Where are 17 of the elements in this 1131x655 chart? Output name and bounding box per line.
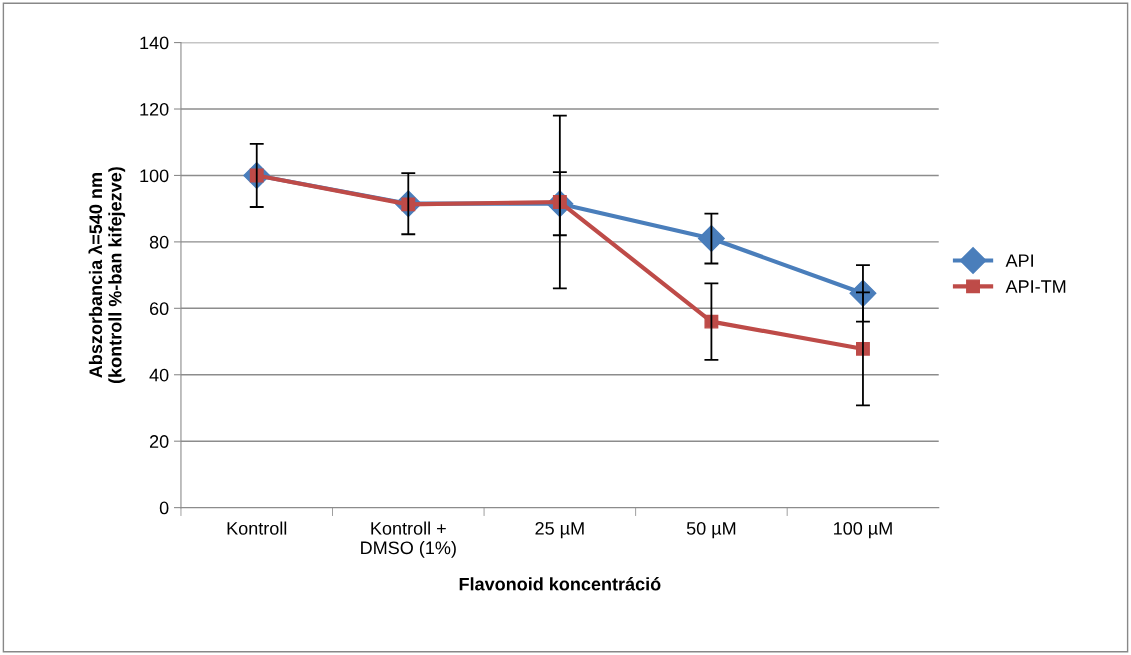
x-tick-label: Kontroll <box>227 521 287 535</box>
y-tick-label: 60 <box>149 302 169 316</box>
x-tick-label: 50 µM <box>686 521 736 539</box>
y-tick-label: 0 <box>159 501 169 515</box>
y-tick-label: 20 <box>149 435 169 448</box>
x-axis-title: Flavonoid koncentráció <box>459 577 661 591</box>
y-axis-title: Abszorbancia λ=540 nm (kontroll %-ban kifejezve) <box>88 167 126 384</box>
y-tick-label: 100 <box>140 169 169 183</box>
legend-label: API-TM <box>1005 280 1066 293</box>
x-tick-label: 25 µM <box>535 521 584 539</box>
y-tick-label: 80 <box>149 235 169 249</box>
y-tick-label: 140 <box>140 36 169 50</box>
x-tick-label: 100 µM <box>834 521 892 539</box>
y-tick-label: 120 <box>140 102 169 116</box>
y-tick-label: 40 <box>149 368 169 382</box>
x-tick-label: Kontroll + DMSO (1%) <box>361 521 456 558</box>
legend-label: API <box>1005 254 1033 267</box>
